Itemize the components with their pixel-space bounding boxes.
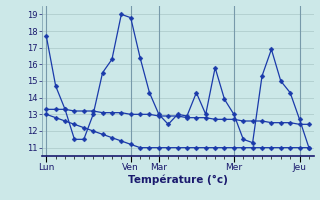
X-axis label: Température (°c): Température (°c) xyxy=(128,175,228,185)
